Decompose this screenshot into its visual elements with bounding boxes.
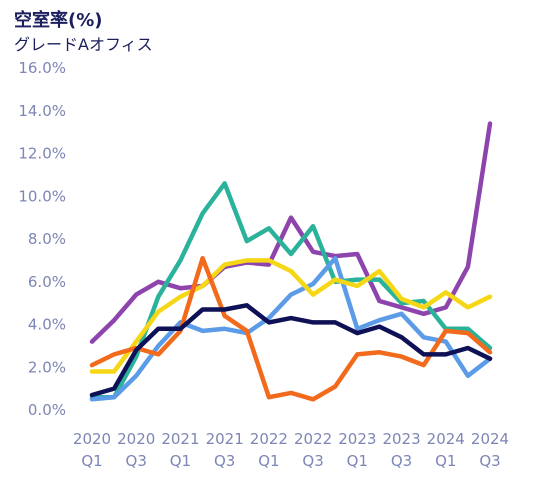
chart-title: 空室率(%) [14,10,103,31]
x-tick-quarter: Q1 [258,452,279,470]
series-line-3 [89,255,493,402]
x-axis: 2020 Q1 2020 Q3 2021 Q1 2021 Q3 2022 Q1 2022 Q3 2023… [73,430,509,470]
series-line-6 [89,303,493,398]
x-tick-quarter: Q3 [126,452,147,470]
x-tick-quarter: Q1 [435,452,456,470]
series-line-4 [89,258,493,374]
y-tick-label: 16.0% [18,59,66,77]
series-lines [89,121,493,402]
y-tick-label: 2.0% [28,358,66,376]
x-tick-quarter: Q3 [479,452,500,470]
x-tick-quarter: Q1 [347,452,368,470]
x-tick-year: 2024 [427,430,465,448]
y-tick-label: 14.0% [18,102,66,120]
y-tick-label: 8.0% [28,230,66,248]
series-line-1 [89,121,493,344]
series-line-2 [89,181,493,400]
y-tick-label: 6.0% [28,273,66,291]
y-axis: 0.0% 2.0% 4.0% 6.0% 8.0% 10.0% 12.0% 14.0% 16.0% [18,59,66,419]
y-tick-label: 10.0% [18,187,66,205]
x-tick-year: 2021 [206,430,244,448]
x-tick-year: 2023 [338,430,376,448]
x-tick-year: 2021 [161,430,199,448]
x-tick-quarter: Q1 [170,452,191,470]
chart-subtitle: グレードAオフィス [14,35,153,54]
x-tick-quarter: Q1 [81,452,102,470]
x-tick-quarter: Q3 [391,452,412,470]
x-tick-year: 2022 [294,430,332,448]
x-tick-quarter: Q3 [214,452,235,470]
y-tick-label: 4.0% [28,316,66,334]
x-tick-year: 2020 [117,430,155,448]
x-tick-year: 2023 [382,430,420,448]
series-line-5 [89,255,493,402]
y-tick-label: 0.0% [28,401,66,419]
y-tick-label: 12.0% [18,145,66,163]
x-tick-year: 2022 [250,430,288,448]
x-tick-year: 2020 [73,430,111,448]
x-tick-year: 2024 [471,430,509,448]
x-tick-quarter: Q3 [302,452,323,470]
